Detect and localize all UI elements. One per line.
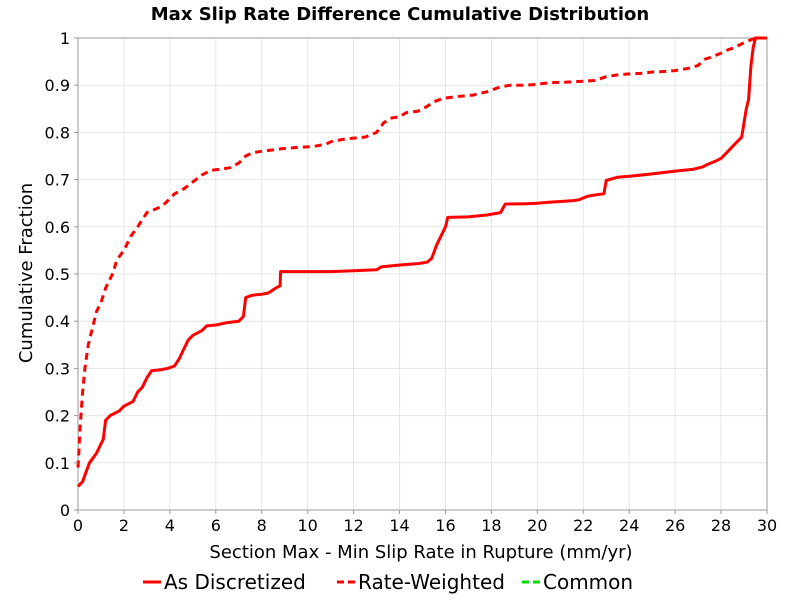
legend: As Discretized Rate-Weighted Common [143,570,633,594]
y-tick-label: 0.8 [45,123,70,142]
y-axis-label: Cumulative Fraction [16,183,37,363]
y-tick-label: 0 [60,501,70,520]
legend-label: Common [543,570,633,594]
y-tick-label: 1 [60,29,70,48]
y-tick-label: 0.3 [45,359,70,378]
chart-title: Max Slip Rate Difference Cumulative Dist… [151,4,649,25]
y-tick-label: 0.1 [45,454,70,473]
x-tick-label: 4 [165,516,175,535]
x-tick-label: 30 [757,516,777,535]
series-lines [76,36,767,488]
y-axis-ticks: 0 0.1 0.2 0.3 0.4 0.5 0.6 0.7 0.8 0.9 1 [45,29,78,520]
series-line-rate-weighted [76,36,767,468]
x-tick-label: 10 [297,516,317,535]
y-tick-label: 0.9 [45,76,70,95]
grid [77,37,768,511]
y-tick-label: 0.6 [45,218,70,237]
x-tick-label: 6 [211,516,221,535]
x-tick-label: 14 [389,516,409,535]
legend-label: As Discretized [164,570,306,594]
y-tick-label: 0.2 [45,407,70,426]
x-tick-label: 28 [711,516,731,535]
x-tick-label: 26 [665,516,685,535]
legend-label: Rate-Weighted [358,570,505,594]
x-tick-label: 20 [527,516,547,535]
y-tick-label: 0.5 [45,265,70,284]
x-tick-label: 16 [435,516,455,535]
x-tick-label: 22 [573,516,593,535]
x-axis-ticks: 0 2 4 6 8 10 12 14 16 18 20 22 24 26 28 30 [73,510,777,535]
y-tick-label: 0.7 [45,171,70,190]
x-tick-label: 18 [481,516,501,535]
x-tick-label: 12 [343,516,363,535]
x-tick-label: 0 [73,516,83,535]
x-tick-label: 8 [257,516,267,535]
x-tick-label: 2 [119,516,129,535]
x-axis-label: Section Max - Min Slip Rate in Rupture (… [209,542,632,563]
y-tick-label: 0.4 [45,312,70,331]
series-line-as-discretized [76,36,767,488]
x-tick-label: 24 [619,516,639,535]
